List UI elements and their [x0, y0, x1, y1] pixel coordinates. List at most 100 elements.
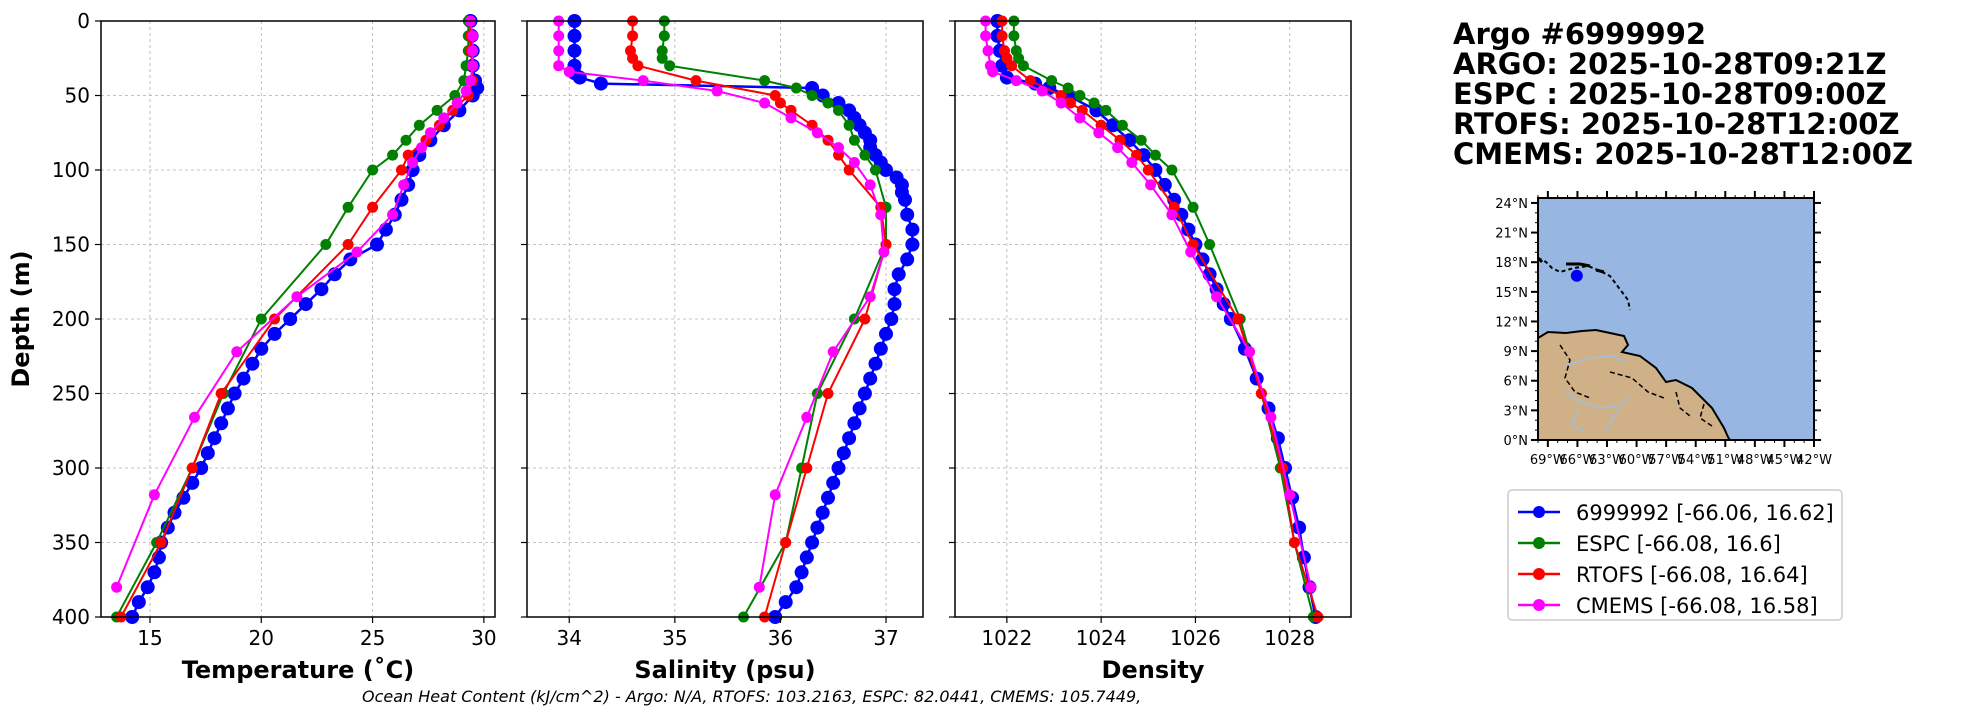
legend-marker — [1533, 537, 1545, 549]
argo-data-point — [298, 297, 313, 312]
argo-data-point — [905, 237, 920, 252]
argo-data-point — [185, 475, 200, 490]
argo-data-point — [567, 28, 582, 43]
cmems-data-point — [460, 85, 472, 97]
espc-data-point — [859, 149, 871, 161]
y-tick-label: 300 — [52, 456, 90, 480]
espc-data-point — [848, 134, 860, 146]
rtofs-data-point — [1232, 313, 1244, 325]
rtofs-time: RTOFS: 2025-10-28T12:00Z — [1453, 107, 1899, 141]
argo-data-point — [842, 431, 857, 446]
float-title: Argo #6999992 — [1453, 17, 1706, 51]
argo-data-point — [567, 43, 582, 58]
x-tick-label: 36 — [768, 626, 793, 650]
espc-data-point — [759, 75, 771, 87]
argo-data-point — [852, 401, 867, 416]
salinity-panel: 34 35 36 37 Salinity (psu) — [521, 14, 924, 684]
argo-data-point — [227, 386, 242, 401]
argo-data-point — [868, 356, 883, 371]
argo-data-point — [283, 312, 298, 326]
salinity-x-axis-label: Salinity (psu) — [634, 656, 815, 684]
x-tick-label: 15 — [137, 626, 162, 650]
cmems-data-point — [407, 157, 419, 168]
depth-y-axis-label: Depth (m) — [7, 250, 35, 387]
argo-data-point — [815, 505, 830, 520]
x-tick-label: 20 — [249, 626, 274, 650]
espc-data-point — [658, 30, 670, 42]
cmems-data-point — [637, 75, 649, 87]
cmems-data-point — [451, 97, 463, 109]
map-lon-label: 63°W — [1589, 453, 1625, 468]
density-ticks: 1022 1024 1026 1028 — [949, 20, 1315, 650]
rtofs-data-point — [1142, 164, 1154, 176]
density-series — [980, 14, 1324, 624]
x-tick-label: 1026 — [1170, 626, 1221, 650]
argo-data-point — [131, 595, 146, 610]
cmems-data-point — [351, 246, 363, 258]
map-lon-label: 66°W — [1559, 453, 1595, 468]
cmems-data-point — [465, 75, 476, 87]
rtofs-data-point — [186, 462, 198, 474]
y-tick-label: 150 — [52, 233, 90, 257]
map-lat-label: 9°N — [1504, 345, 1529, 360]
espc-data-point — [320, 239, 332, 250]
cmems-data-point — [1305, 581, 1317, 593]
legend-marker — [1533, 599, 1545, 611]
rtofs-data-point — [690, 75, 702, 87]
espc-data-point — [413, 119, 425, 131]
map-longitude-labels: 69°W66°W63°W60°W57°W54°W51°W48°W45°W42°W — [1530, 453, 1832, 468]
argo-data-point — [891, 267, 906, 282]
argo-data-point — [194, 461, 209, 475]
argo-data-point — [140, 580, 155, 595]
argo-data-point — [778, 595, 793, 610]
argo-data-point — [147, 565, 162, 580]
argo-data-point — [794, 565, 809, 580]
rtofs-data-point — [269, 313, 281, 325]
espc-time: ESPC : 2025-10-28T09:00Z — [1453, 77, 1887, 111]
temperature-panel: 0 50 100 150 200 250 300 350 400 15 20 25 30 Tempera… — [7, 9, 497, 684]
espc-data-point — [1008, 30, 1020, 42]
argo-data-point — [220, 401, 235, 416]
rtofs-data-point — [342, 239, 354, 250]
temperature-series — [111, 14, 485, 624]
argo-data-point — [879, 163, 893, 177]
cmems-data-point — [1074, 112, 1086, 124]
espc-data-point — [806, 90, 818, 101]
argo-data-point — [887, 282, 902, 297]
map-ticks — [1531, 191, 1821, 447]
espc-data-point — [255, 313, 267, 325]
cmems-data-point — [875, 209, 887, 221]
espc-data-point — [843, 119, 855, 131]
y-tick-label: 50 — [65, 84, 90, 108]
argo-data-point — [863, 371, 878, 386]
argo-data-point — [810, 520, 825, 535]
espc-data-point — [833, 104, 844, 116]
map-lon-label: 60°W — [1619, 453, 1655, 468]
rtofs-data-point — [632, 60, 644, 72]
cmems-data-point — [864, 291, 876, 303]
espc-data-point — [367, 164, 379, 176]
argo-data-point — [214, 416, 229, 431]
espc-data-point — [387, 149, 399, 161]
rtofs-data-point — [801, 462, 813, 474]
argo-data-point — [879, 326, 893, 341]
cmems-data-point — [553, 60, 565, 72]
rtofs-data-point — [396, 164, 407, 176]
location-map: 24°N 21°N 18°N 15°N 12°N 9°N 6°N 3°N 0°N 69°W66°… — [1495, 191, 1832, 468]
cmems-data-point — [1244, 346, 1256, 358]
cmems-data-point — [467, 30, 479, 42]
cmems-data-point — [416, 142, 427, 154]
cmems-data-point — [424, 127, 436, 139]
argo-data-point — [836, 446, 851, 461]
cmems-profile-line — [115, 20, 474, 588]
cmems-data-point — [563, 66, 575, 78]
cmems-profile-line — [984, 21, 1312, 588]
temperature-x-axis-label: Temperature (˚C) — [182, 656, 415, 684]
y-tick-label: 350 — [52, 531, 90, 555]
cmems-data-point — [878, 246, 890, 258]
density-x-axis-label: Density — [1102, 656, 1205, 684]
map-lat-label: 12°N — [1495, 315, 1528, 330]
cmems-data-point — [848, 157, 860, 168]
y-tick-label: 100 — [52, 158, 90, 182]
